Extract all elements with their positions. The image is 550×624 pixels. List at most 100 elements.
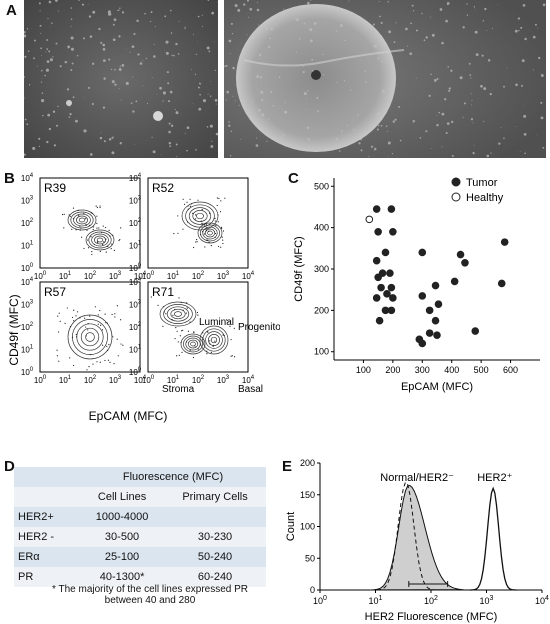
event-dot — [231, 355, 233, 357]
event-dot — [56, 355, 59, 357]
event-dot — [84, 317, 86, 319]
event-dot — [96, 206, 98, 209]
event-dot — [212, 345, 214, 347]
subplot-title: R57 — [44, 285, 66, 299]
event-dot — [196, 311, 199, 314]
event-dot — [106, 345, 108, 347]
event-dot — [107, 245, 109, 248]
event-dot — [87, 322, 89, 325]
event-dot — [75, 333, 77, 336]
subplot-title: R39 — [44, 181, 66, 195]
event-dot — [178, 297, 180, 299]
event-dot — [222, 230, 225, 232]
event-dot — [100, 324, 102, 326]
x-tick-label: 102 — [84, 271, 97, 281]
event-dot — [208, 241, 210, 243]
event-dot — [83, 212, 85, 215]
event-dot — [92, 363, 94, 365]
contour-line — [159, 301, 197, 327]
footnote-line-1: * The majority of the cell lines express… — [51, 584, 248, 595]
event-dot — [109, 235, 111, 237]
event-dot — [108, 344, 110, 346]
event-dot — [99, 205, 101, 207]
x-tick-label: 104 — [535, 595, 549, 606]
event-dot — [197, 348, 199, 350]
event-dot — [96, 215, 98, 217]
event-dot — [68, 214, 70, 216]
event-dot — [172, 314, 174, 316]
event-dot — [201, 231, 204, 233]
event-dot — [175, 326, 177, 329]
event-dot — [73, 364, 75, 367]
event-dot — [196, 241, 198, 243]
subplot-title: R71 — [152, 285, 174, 299]
footnote-line-2: between 40 and 280 — [104, 595, 196, 606]
event-dot — [101, 329, 104, 331]
event-dot — [56, 349, 58, 351]
event-dot — [174, 338, 176, 340]
event-dot — [96, 227, 98, 229]
tumor-point — [381, 248, 390, 257]
event-dot — [205, 223, 207, 225]
x-tick-label: 104 — [242, 375, 255, 385]
contour-line — [85, 229, 115, 251]
contour-line — [185, 337, 201, 351]
event-dot — [99, 250, 101, 253]
y-tick-label: 103 — [21, 300, 34, 310]
row-cell-lines: 40-1300* — [80, 567, 165, 587]
event-dot — [230, 355, 232, 357]
contour-line — [197, 222, 223, 244]
contour-line — [187, 339, 199, 349]
event-dot — [71, 228, 73, 230]
contour-line — [190, 341, 196, 347]
x-tick-label: 600 — [503, 365, 518, 375]
y-tick-label: 100 — [21, 367, 34, 377]
table-footnote: * The majority of the cell lines express… — [30, 584, 270, 606]
contour-line — [210, 336, 218, 344]
panel-b-ylabel: CD49f (MFC) — [7, 294, 21, 365]
event-dot — [63, 213, 65, 215]
event-dot — [75, 336, 78, 338]
y-axis-label: Count — [285, 512, 297, 541]
event-dot — [76, 311, 79, 313]
event-dot — [220, 227, 223, 229]
row-primary: 60-240 — [164, 567, 266, 587]
x-tick-label: 103 — [480, 595, 494, 606]
y-tick-label: 103 — [21, 196, 34, 206]
event-dot — [157, 304, 159, 306]
x-tick-label: 102 — [192, 271, 205, 281]
event-dot — [96, 240, 99, 242]
event-dot — [204, 246, 206, 248]
event-dot — [200, 234, 202, 236]
event-dot — [220, 200, 222, 202]
contour-line — [180, 333, 206, 355]
event-dot — [95, 205, 97, 207]
table-header-cols: Cell Lines Primary Cells — [14, 487, 266, 507]
event-dot — [84, 218, 87, 220]
panel-label-c: C — [288, 170, 299, 187]
contour-line — [174, 311, 182, 317]
event-dot — [201, 223, 203, 225]
event-dot — [202, 332, 204, 334]
event-dot — [206, 353, 208, 355]
event-dot — [221, 236, 223, 238]
row-primary — [164, 507, 266, 527]
event-dot — [91, 253, 93, 256]
event-dot — [96, 222, 98, 224]
event-dot — [162, 325, 164, 327]
header-primary-cells: Primary Cells — [164, 487, 266, 507]
event-dot — [104, 359, 106, 362]
event-dot — [171, 318, 173, 321]
event-dot — [116, 338, 118, 340]
panel-label-b: B — [4, 170, 15, 187]
event-dot — [81, 236, 83, 238]
table-row: HER2 - 30-500 30-230 — [14, 527, 266, 547]
event-dot — [59, 320, 61, 322]
event-dot — [186, 201, 188, 203]
event-dot — [69, 325, 72, 328]
tumor-point — [425, 306, 434, 315]
